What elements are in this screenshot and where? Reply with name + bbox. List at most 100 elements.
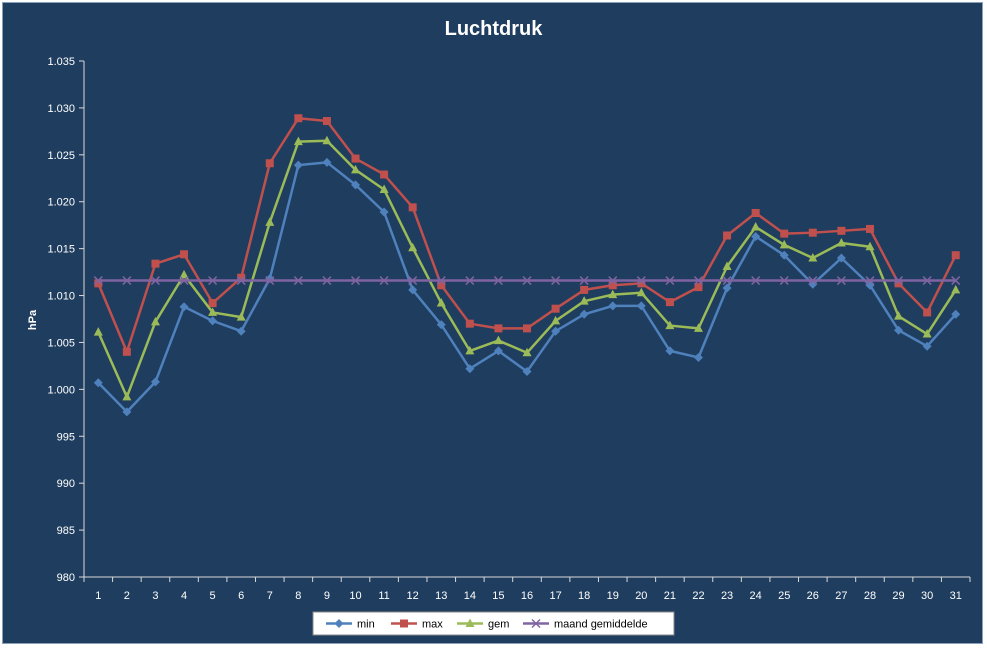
- legend: min max gem maand gemiddelde: [312, 611, 675, 636]
- x-tick-label: 31: [950, 590, 962, 602]
- x-tick-label: 26: [807, 590, 819, 602]
- data-point-max: [665, 298, 674, 307]
- data-point-maand-gemiddelde: [208, 276, 218, 286]
- y-axis-title: hPa: [27, 309, 39, 330]
- data-point-min: [436, 320, 446, 330]
- data-point-max: [551, 304, 560, 313]
- data-point-min: [236, 326, 246, 336]
- data-point-maand-gemiddelde: [493, 276, 503, 286]
- data-point-min: [894, 325, 904, 335]
- series-layer: [93, 114, 961, 417]
- data-point-min: [265, 274, 275, 284]
- data-point-gem: [836, 238, 846, 247]
- data-point-gem: [551, 315, 561, 325]
- legend-marker-maand-gemiddelde: [531, 618, 541, 629]
- data-point-maand-gemiddelde: [551, 276, 561, 286]
- data-point-max: [608, 281, 617, 290]
- data-point-min: [951, 309, 961, 319]
- data-point-min: [493, 346, 503, 356]
- y-tick-label: 1.020: [47, 197, 75, 209]
- data-point-maand-gemiddelde: [408, 276, 418, 286]
- x-tick-label: 1: [95, 590, 101, 602]
- data-point-max: [294, 114, 303, 123]
- x-tick-label: 15: [492, 590, 504, 602]
- data-point-gem: [436, 298, 446, 307]
- series-max: [94, 114, 960, 356]
- data-point-min: [93, 378, 103, 388]
- x-tick-label: 27: [835, 590, 847, 602]
- data-point-maand-gemiddelde: [150, 276, 160, 286]
- data-point-gem: [322, 135, 332, 145]
- data-point-maand-gemiddelde: [894, 276, 904, 286]
- data-point-max: [265, 159, 274, 168]
- data-point-maand-gemiddelde: [922, 276, 932, 286]
- data-point-max: [865, 224, 874, 233]
- data-point-max: [637, 279, 646, 288]
- data-point-min: [579, 309, 589, 319]
- legend-label-max: max: [422, 619, 443, 631]
- data-point-maand-gemiddelde: [579, 276, 589, 286]
- data-point-gem: [693, 323, 703, 332]
- data-point-min: [465, 364, 475, 374]
- data-point-maand-gemiddelde: [236, 276, 246, 286]
- data-point-maand-gemiddelde: [350, 276, 361, 286]
- data-point-min: [522, 367, 532, 377]
- legend-label-min: min: [357, 619, 375, 631]
- y-tick-label: 985: [57, 525, 75, 537]
- data-point-max: [122, 347, 131, 356]
- data-point-maand-gemiddelde: [122, 276, 132, 286]
- series-min: [93, 157, 961, 417]
- legend-label-maand-gemiddelde: maand gemiddelde: [554, 619, 648, 631]
- data-point-gem: [179, 269, 189, 279]
- series-gem: [93, 135, 961, 401]
- data-point-maand-gemiddelde: [751, 276, 761, 286]
- y-tick-label: 990: [57, 478, 75, 490]
- x-tick-label: 12: [407, 590, 419, 602]
- x-tick-label: 6: [238, 590, 244, 602]
- data-point-min: [665, 346, 675, 356]
- data-point-max: [580, 285, 589, 294]
- data-point-maand-gemiddelde: [436, 276, 446, 286]
- data-point-max: [951, 251, 960, 260]
- data-point-max: [151, 259, 160, 268]
- legend-label-gem: gem: [488, 619, 509, 631]
- data-point-maand-gemiddelde: [522, 276, 532, 286]
- y-tick-label: 1.010: [47, 291, 75, 303]
- x-tick-label: 4: [181, 590, 187, 602]
- x-tick-label: 5: [210, 590, 216, 602]
- legend-marker-min: [334, 619, 344, 628]
- data-point-min: [322, 157, 332, 167]
- data-point-min: [122, 407, 132, 417]
- data-point-maand-gemiddelde: [836, 276, 846, 286]
- data-point-min: [351, 180, 361, 190]
- data-point-max: [894, 279, 903, 288]
- x-tick-label: 23: [721, 590, 733, 602]
- data-point-max: [723, 231, 732, 240]
- data-point-max: [494, 324, 503, 333]
- data-point-max: [780, 229, 789, 238]
- legend-marker-max: [400, 619, 408, 628]
- data-point-max: [437, 281, 446, 290]
- data-point-max: [380, 170, 389, 179]
- data-point-maand-gemiddelde: [636, 276, 646, 286]
- x-tick-label: 29: [892, 590, 904, 602]
- data-point-max: [751, 208, 760, 217]
- x-tick-label: 10: [349, 590, 361, 602]
- y-tick-label: 980: [57, 572, 75, 584]
- x-tick-label: 28: [864, 590, 876, 602]
- data-point-gem: [608, 289, 618, 299]
- y-tick-label: 1.015: [47, 244, 75, 256]
- data-point-maand-gemiddelde: [808, 276, 818, 286]
- data-point-maand-gemiddelde: [322, 276, 332, 286]
- data-point-min: [608, 301, 618, 311]
- data-point-min: [408, 285, 418, 295]
- data-point-min: [922, 341, 932, 351]
- data-point-gem: [922, 329, 932, 338]
- data-point-gem: [293, 136, 303, 146]
- legend-marker-gem: [465, 618, 475, 627]
- data-point-gem: [150, 316, 160, 326]
- data-point-min: [636, 301, 646, 311]
- x-tick-label: 9: [324, 590, 330, 602]
- data-point-maand-gemiddelde: [93, 276, 103, 286]
- data-point-min: [150, 377, 160, 387]
